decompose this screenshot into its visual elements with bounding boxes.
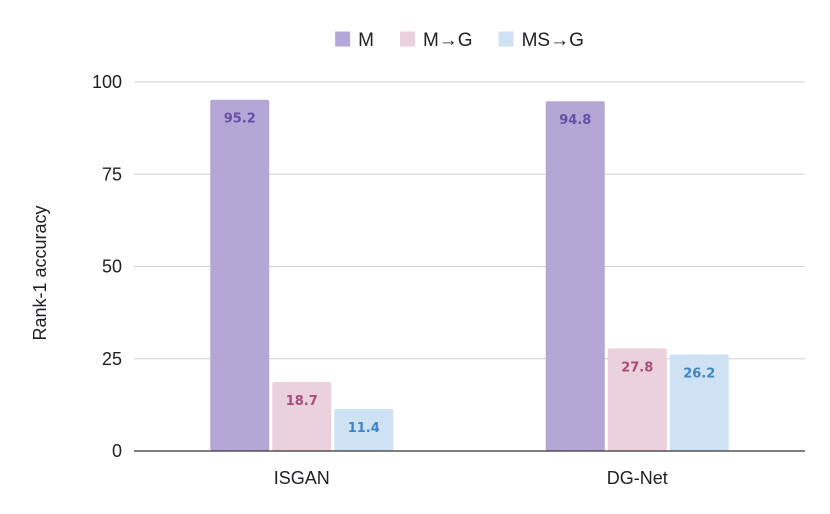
bar [669,354,729,451]
y-tick-label: 100 [92,72,122,92]
bar-data-label: 18.7 [286,394,318,409]
y-tick-label: 50 [102,257,122,277]
legend-swatch [498,31,514,47]
legend-swatch [399,31,415,47]
legend-swatch [335,31,351,47]
bar-data-label: 27.8 [621,360,653,375]
bar-data-label: 94.8 [559,113,591,128]
legend-label: M→G [423,30,473,51]
bar [210,99,270,451]
bar-data-label: 95.2 [224,112,256,127]
y-tick-label: 75 [102,164,122,184]
legend-label: MS→G [522,30,584,51]
x-tick-labels: ISGAN DG-Net [274,468,668,488]
x-tick-label: DG-Net [607,468,668,488]
legend-label: M [358,30,374,51]
y-tick-label: 25 [102,349,122,369]
bars [210,99,729,452]
y-axis-title: Rank-1 accuracy [30,205,50,340]
bar [607,348,667,451]
bar [272,381,332,451]
x-tick-label: ISGAN [274,468,330,488]
bar-data-labels: 95.2 18.7 11.4 94.8 27.8 26.2 [224,112,716,436]
bar-data-label: 11.4 [348,421,380,436]
y-tick-label: 0 [112,441,122,461]
y-tick-labels: 0 25 50 75 100 [92,72,122,461]
bar [545,101,605,452]
bar [334,408,394,451]
bar-data-label: 26.2 [683,366,715,381]
legend: M M→G MS→G [335,30,584,51]
